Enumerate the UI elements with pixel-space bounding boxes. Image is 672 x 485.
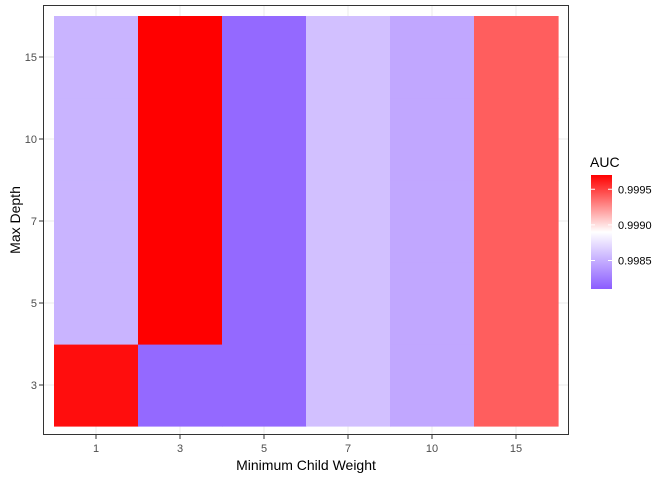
y-tick-label: 3 (31, 380, 37, 392)
panel-border (43, 5, 569, 435)
x-axis-title: Minimum Child Weight (236, 457, 376, 473)
legend-ticks: 0.9985 0.9990 0.9995 (591, 184, 652, 268)
x-tick-label: 7 (345, 443, 351, 455)
heatmap-cell (474, 344, 559, 427)
heatmap-cell (138, 262, 223, 345)
heatmap-cell (54, 16, 139, 99)
heatmap-cell (222, 98, 307, 181)
x-tick-label: 1 (93, 443, 99, 455)
heatmap-cell (138, 344, 223, 427)
heatmap-cell (390, 344, 475, 427)
heatmap-cell (138, 180, 223, 263)
legend: AUC 0.9985 0.9990 0.9995 (590, 154, 652, 289)
y-axis-title: Max Depth (7, 186, 23, 254)
heatmap-cell (54, 262, 139, 345)
x-axis-ticks: 1 3 5 7 10 15 (93, 435, 522, 455)
heatmap-cell (474, 16, 559, 99)
heatmap-cell (138, 98, 223, 181)
legend-title: AUC (590, 154, 620, 170)
heatmap-cell (306, 262, 391, 345)
heatmap-cell (306, 180, 391, 263)
cell-layer (54, 16, 559, 427)
heatmap-cell (390, 180, 475, 263)
heatmap-cell (306, 16, 391, 99)
legend-colorbar (591, 175, 612, 289)
heatmap-cell (222, 180, 307, 263)
heatmap-cell (306, 98, 391, 181)
heatmap-cell (222, 262, 307, 345)
heatmap-cell (222, 16, 307, 99)
heatmap-cell (390, 16, 475, 99)
x-tick-label: 15 (510, 443, 522, 455)
heatmap-cell (474, 262, 559, 345)
heatmap-cell (474, 180, 559, 263)
heatmap-cell (54, 344, 139, 427)
legend-tick-label: 0.9995 (618, 184, 652, 196)
heatmap-cell (390, 98, 475, 181)
y-tick-label: 5 (31, 298, 37, 310)
heatmap-cell (390, 262, 475, 345)
y-tick-label: 10 (25, 134, 37, 146)
heatmap-cell (54, 180, 139, 263)
y-axis-ticks: 3 5 7 10 15 (25, 52, 43, 392)
x-tick-label: 5 (261, 443, 267, 455)
y-tick-label: 7 (31, 216, 37, 228)
heatmap-cell (138, 16, 223, 99)
heatmap-cell (306, 344, 391, 427)
legend-tick-label: 0.9990 (618, 220, 652, 232)
x-tick-label: 3 (177, 443, 183, 455)
heatmap-cell (222, 344, 307, 427)
legend-tick-label: 0.9985 (618, 256, 652, 268)
y-tick-label: 15 (25, 52, 37, 64)
heatmap-cell (54, 98, 139, 181)
heatmap-cell (474, 98, 559, 181)
x-tick-label: 10 (426, 443, 438, 455)
